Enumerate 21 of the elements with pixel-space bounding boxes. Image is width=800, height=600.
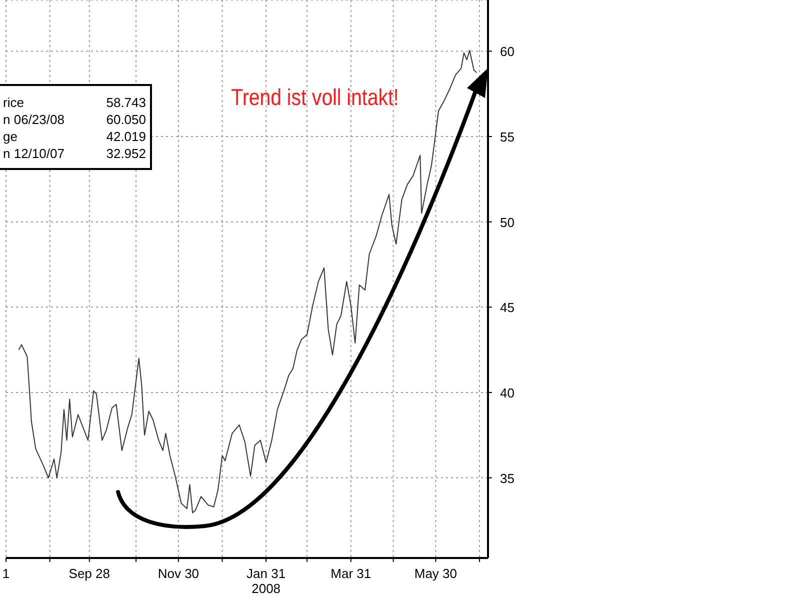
x-tick-label: 1 (2, 566, 10, 581)
annotation: Trend ist voll intakt! (230, 84, 400, 111)
y-tick-label: 40 (500, 385, 514, 400)
y-tick-label: 55 (500, 130, 514, 145)
y-tick-label: 45 (500, 300, 514, 316)
annotation: 32.952 (106, 145, 146, 162)
x-tick-label: Mar 31 (330, 566, 372, 581)
annotation: 42.019 (106, 128, 146, 145)
annotation: rice (3, 94, 24, 111)
annotation: n 06/23/08 (3, 111, 64, 128)
y-tick-label: 35 (500, 470, 514, 486)
x-tick-label: Sep 28 (68, 566, 110, 581)
y-tick-label: 50 (500, 214, 514, 230)
annotation: n 12/10/07 (3, 145, 64, 162)
x-tick-label: Nov 30 (158, 566, 200, 581)
annotation: 60.050 (106, 111, 146, 128)
annotation: 58.743 (106, 94, 146, 111)
x-tick-label: May 30 (414, 566, 458, 581)
y-tick-label: 60 (500, 44, 514, 60)
annotation: ge (3, 128, 18, 145)
x-tick-label: Jan 31 2008 (246, 566, 286, 596)
